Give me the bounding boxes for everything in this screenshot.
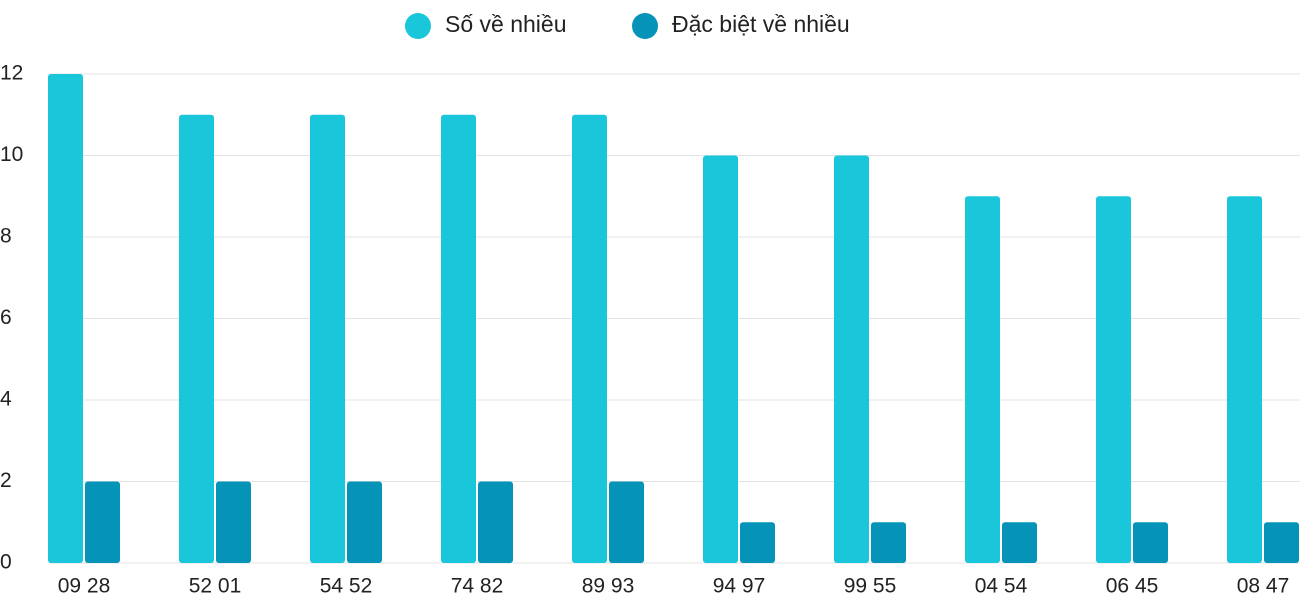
y-tick-label: 4 xyxy=(0,388,12,411)
bar xyxy=(1002,522,1037,563)
x-tick-label: 04 54 xyxy=(975,575,1028,598)
bar xyxy=(1227,196,1262,563)
x-tick-label: 08 47 xyxy=(1237,575,1290,598)
bar xyxy=(85,481,120,563)
bar xyxy=(310,114,345,563)
bar xyxy=(347,481,382,563)
bar xyxy=(179,114,214,563)
bar xyxy=(441,114,476,563)
y-tick-label: 10 xyxy=(0,143,23,166)
bar xyxy=(703,155,738,563)
x-tick-label: 99 55 xyxy=(844,575,897,598)
bar xyxy=(1264,522,1299,563)
bar xyxy=(48,74,83,563)
y-tick-label: 12 xyxy=(0,62,23,85)
bar xyxy=(1096,196,1131,563)
bar xyxy=(216,481,251,563)
bar xyxy=(572,114,607,563)
x-tick-label: 09 28 xyxy=(58,575,111,598)
x-tick-label: 94 97 xyxy=(713,575,766,598)
legend-label: Đặc biệt về nhiều xyxy=(672,11,850,37)
legend-marker xyxy=(405,13,431,39)
bar xyxy=(871,522,906,563)
x-tick-label: 74 82 xyxy=(451,575,504,598)
y-tick-label: 8 xyxy=(0,225,12,248)
bar xyxy=(609,481,644,563)
bar xyxy=(478,481,513,563)
x-tick-label: 54 52 xyxy=(320,575,373,598)
bar xyxy=(965,196,1000,563)
bar xyxy=(1133,522,1168,563)
y-tick-label: 0 xyxy=(0,551,12,574)
legend-marker xyxy=(632,13,658,39)
y-tick-label: 2 xyxy=(0,469,12,492)
x-tick-label: 89 93 xyxy=(582,575,635,598)
x-tick-label: 52 01 xyxy=(189,575,242,598)
bar xyxy=(834,155,869,563)
x-tick-label: 06 45 xyxy=(1106,575,1159,598)
legend-label: Số về nhiều xyxy=(445,11,566,37)
y-tick-label: 6 xyxy=(0,306,12,329)
bar xyxy=(740,522,775,563)
